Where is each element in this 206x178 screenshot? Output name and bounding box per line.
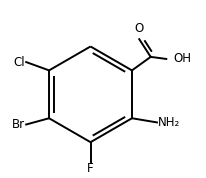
Text: Cl: Cl [14, 56, 25, 69]
Text: OH: OH [174, 53, 192, 66]
Text: O: O [135, 22, 144, 35]
Text: F: F [87, 162, 94, 175]
Text: NH₂: NH₂ [158, 116, 180, 129]
Text: Br: Br [12, 118, 25, 131]
